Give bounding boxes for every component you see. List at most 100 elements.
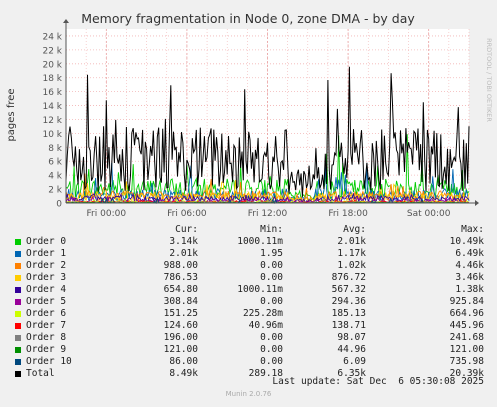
legend-series-name: Order 8	[26, 332, 67, 343]
chart-title: Memory fragmentation in Node 0, zone DMA…	[81, 11, 415, 26]
legend-series-name: Order 10	[26, 356, 72, 367]
y-tick-label: 22 k	[42, 46, 62, 56]
legend-value: 86.00	[169, 356, 198, 367]
legend-value: 3.46k	[455, 272, 484, 283]
legend-value: 567.32	[331, 284, 366, 295]
x-tick-label: Fri 18:00	[328, 209, 368, 219]
legend-value: 0.00	[260, 260, 283, 271]
legend-value: 185.13	[331, 308, 366, 319]
y-tick-label: 6 k	[48, 158, 63, 168]
legend-swatch	[15, 263, 21, 269]
legend-row: Order 9 121.00 0.00 44.96 121.00	[0, 344, 497, 356]
legend-value: 2.01k	[337, 236, 366, 247]
series-line-total	[65, 66, 470, 197]
legend-swatch	[15, 251, 21, 257]
legend-column-header: Min:	[260, 224, 283, 235]
legend-swatch	[15, 275, 21, 281]
legend-value: 124.60	[163, 320, 198, 331]
legend-value: 8.49k	[169, 368, 198, 379]
legend-swatch	[15, 239, 21, 245]
legend-row: Order 10 86.00 0.00 6.09 735.98	[0, 356, 497, 368]
x-tick-label: Fri 12:00	[248, 209, 288, 219]
legend-value: 98.07	[337, 332, 366, 343]
y-tick-label: 2 k	[48, 186, 63, 196]
legend-row: Order 1 2.01k 1.95 1.17k 6.49k	[0, 248, 497, 260]
legend-value: 6.49k	[455, 248, 484, 259]
last-update: Last update: Sat Dec 6 05:30:08 2025	[272, 376, 484, 387]
series-line-order-0	[65, 134, 470, 202]
legend-value: 289.18	[248, 368, 283, 379]
legend-row: Order 5 308.84 0.00 294.36 925.84	[0, 296, 497, 308]
legend-series-name: Order 4	[26, 284, 67, 295]
legend-value: 0.00	[260, 296, 283, 307]
legend-swatch	[15, 311, 21, 317]
legend-column-header: Cur:	[175, 224, 198, 235]
y-axis-arrow	[63, 19, 69, 23]
legend-series-name: Total	[26, 368, 55, 379]
y-tick-label: 0	[56, 200, 62, 210]
legend-row: Order 6 151.25 225.28m 185.13 664.96	[0, 308, 497, 320]
y-tick-label: 4 k	[48, 172, 63, 182]
munin-version: Munin 2.0.76	[225, 390, 272, 398]
y-tick-label: 12 k	[42, 116, 62, 126]
legend-value: 1.17k	[337, 248, 366, 259]
legend-value: 0.00	[260, 272, 283, 283]
y-tick-label: 10 k	[42, 130, 62, 140]
legend-value: 1.38k	[455, 284, 484, 295]
legend-row: Total 8.49k 289.18 6.35k 20.39k	[0, 368, 497, 380]
legend-value: 40.96m	[248, 320, 283, 331]
legend-value: 151.25	[163, 308, 198, 319]
legend-row: Order 7 124.60 40.96m 138.71 445.96	[0, 320, 497, 332]
legend-value: 121.00	[449, 344, 484, 355]
x-tick-label: Sat 00:00	[407, 209, 451, 219]
legend-value: 308.84	[163, 296, 198, 307]
legend-row: Order 0 3.14k 1000.11m 2.01k 10.49k	[0, 236, 497, 248]
legend-swatch	[15, 371, 21, 377]
legend-row: Order 3 786.53 0.00 876.72 3.46k	[0, 272, 497, 284]
legend-value: 1.95	[260, 248, 283, 259]
legend-header: Cur: Min: Avg: Max:	[0, 224, 497, 236]
legend-swatch	[15, 359, 21, 365]
legend-value: 10.49k	[449, 236, 484, 247]
legend-value: 0.00	[260, 356, 283, 367]
legend-value: 241.68	[449, 332, 484, 343]
legend-column-header: Avg:	[343, 224, 366, 235]
legend-series-name: Order 7	[26, 320, 67, 331]
y-tick-label: 20 k	[42, 60, 62, 70]
legend-value: 44.96	[337, 344, 366, 355]
legend-row: Order 8 196.00 0.00 98.07 241.68	[0, 332, 497, 344]
legend-swatch	[15, 299, 21, 305]
legend-row: Order 4 654.80 1000.11m 567.32 1.38k	[0, 284, 497, 296]
x-tick-label: Fri 06:00	[167, 209, 207, 219]
legend-swatch	[15, 347, 21, 353]
legend-series-name: Order 2	[26, 260, 67, 271]
legend-value: 2.01k	[169, 248, 198, 259]
legend-value: 445.96	[449, 320, 484, 331]
y-tick-label: 16 k	[42, 88, 62, 98]
legend-swatch	[15, 287, 21, 293]
legend-series-name: Order 3	[26, 272, 67, 283]
legend-value: 196.00	[163, 332, 198, 343]
legend-series-name: Order 6	[26, 308, 67, 319]
legend-value: 664.96	[449, 308, 484, 319]
legend-value: 786.53	[163, 272, 198, 283]
y-tick-label: 14 k	[42, 102, 62, 112]
legend-value: 1000.11m	[237, 284, 283, 295]
legend-value: 121.00	[163, 344, 198, 355]
legend-value: 925.84	[449, 296, 484, 307]
legend-swatch	[15, 335, 21, 341]
y-tick-label: 18 k	[42, 74, 62, 84]
legend-value: 0.00	[260, 332, 283, 343]
legend-value: 876.72	[331, 272, 366, 283]
legend-value: 988.00	[163, 260, 198, 271]
legend-series-name: Order 1	[26, 248, 67, 259]
legend-series-name: Order 9	[26, 344, 67, 355]
legend-swatch	[15, 323, 21, 329]
legend-value: 138.71	[331, 320, 366, 331]
y-tick-label: 8 k	[48, 144, 63, 154]
legend-value: 20.39k	[449, 368, 484, 379]
legend-series-name: Order 5	[26, 296, 67, 307]
legend-value: 4.46k	[455, 260, 484, 271]
legend-value: 654.80	[163, 284, 198, 295]
